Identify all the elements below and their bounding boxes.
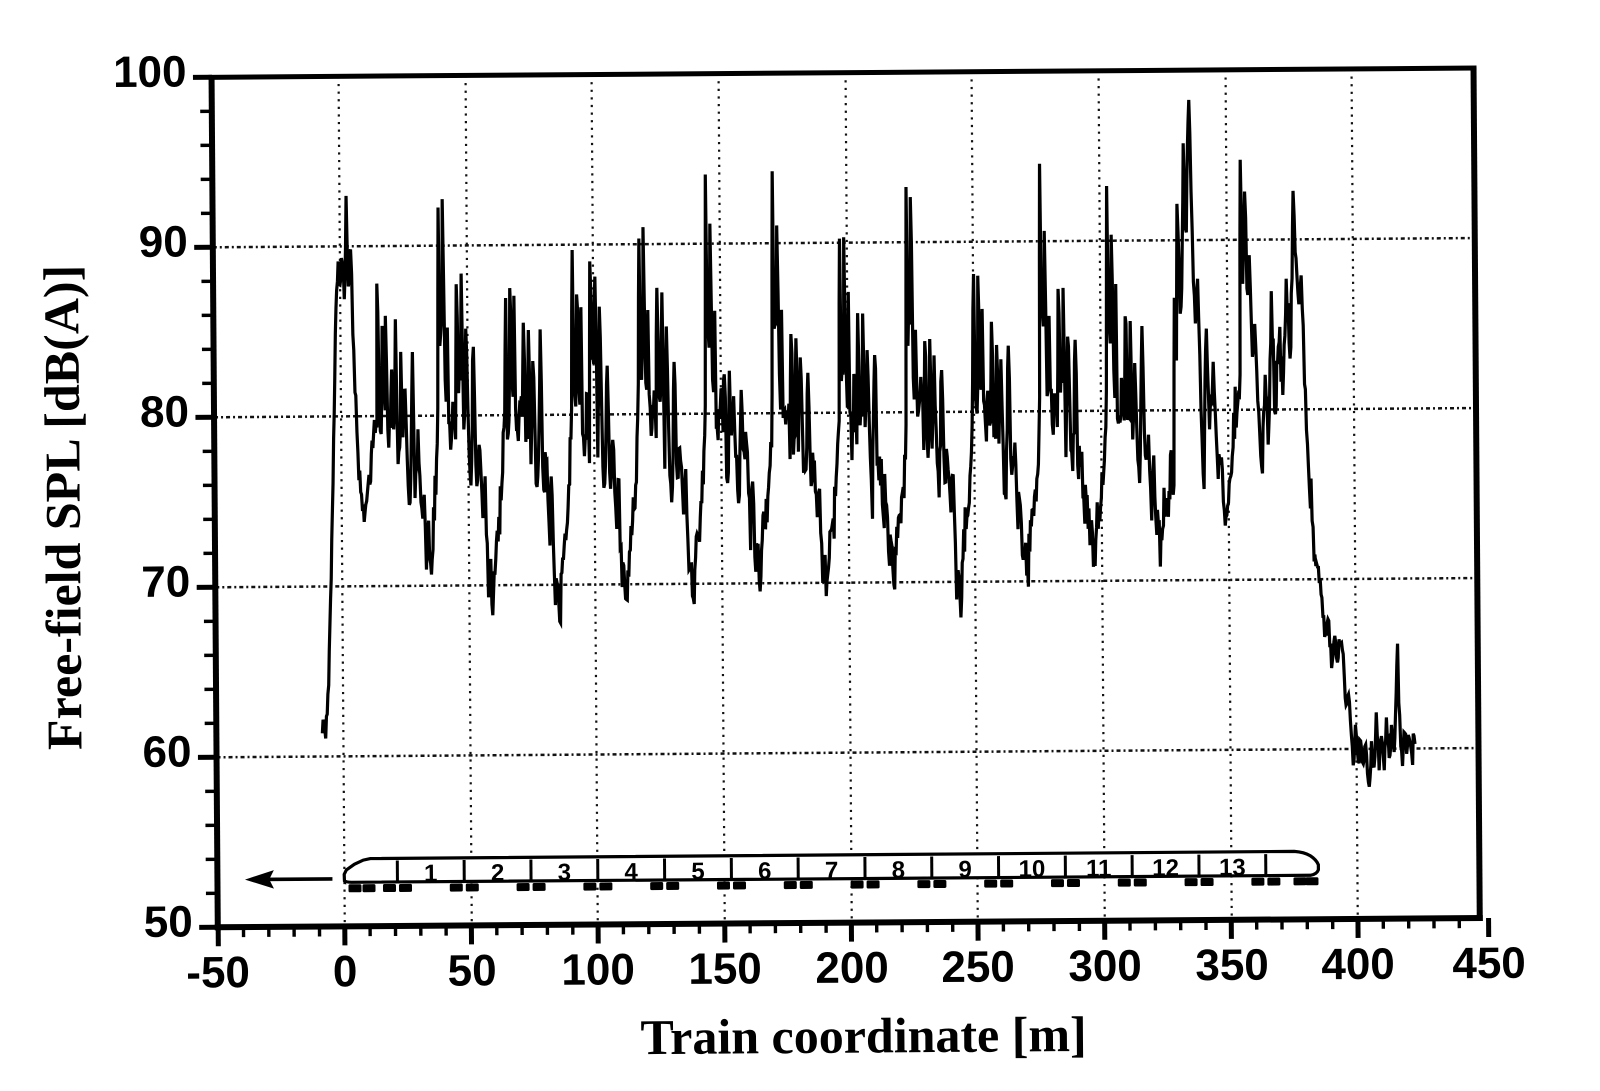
svg-text:-50: -50	[186, 948, 250, 997]
svg-text:350: 350	[1195, 941, 1269, 991]
svg-text:50: 50	[447, 946, 496, 995]
svg-text:150: 150	[688, 944, 762, 994]
svg-text:100: 100	[561, 945, 635, 995]
svg-text:Free-field SPL [dB(A)]: Free-field SPL [dB(A)]	[33, 265, 93, 751]
svg-text:2: 2	[491, 860, 505, 887]
svg-text:4: 4	[624, 859, 638, 886]
svg-text:80: 80	[140, 387, 189, 436]
svg-text:6: 6	[758, 858, 772, 885]
svg-text:0: 0	[333, 947, 358, 996]
svg-text:90: 90	[139, 217, 188, 266]
svg-text:11: 11	[1086, 855, 1112, 882]
svg-text:1: 1	[424, 860, 438, 887]
svg-text:70: 70	[141, 557, 190, 606]
svg-text:9: 9	[958, 856, 972, 883]
svg-text:450: 450	[1452, 939, 1526, 989]
svg-text:13: 13	[1219, 854, 1246, 881]
svg-text:250: 250	[941, 942, 1015, 992]
svg-text:200: 200	[815, 943, 889, 993]
svg-text:7: 7	[825, 857, 839, 884]
svg-text:400: 400	[1321, 940, 1395, 990]
svg-text:8: 8	[892, 857, 906, 884]
svg-text:100: 100	[113, 47, 187, 97]
svg-text:5: 5	[691, 858, 705, 885]
svg-text:10: 10	[1019, 856, 1046, 883]
svg-text:Train coordinate [m]: Train coordinate [m]	[640, 1006, 1087, 1065]
svg-text:60: 60	[142, 727, 191, 776]
svg-text:50: 50	[144, 897, 193, 946]
svg-text:12: 12	[1152, 855, 1179, 882]
svg-text:300: 300	[1068, 942, 1142, 992]
svg-text:3: 3	[558, 859, 572, 886]
